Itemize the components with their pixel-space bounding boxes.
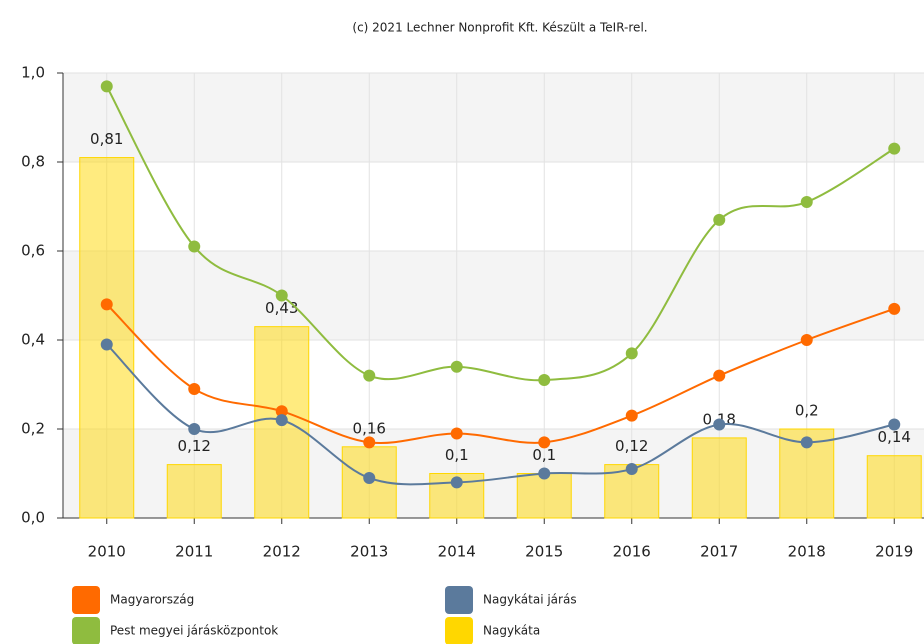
marker (800, 334, 813, 346)
marker (888, 302, 901, 315)
legend-label: Nagykáta (483, 624, 540, 638)
marker (188, 423, 201, 435)
marker (800, 436, 813, 449)
bar (691, 437, 747, 519)
marker (625, 409, 638, 422)
marker (713, 369, 726, 382)
marker (450, 360, 463, 373)
marker (450, 476, 463, 489)
data-label: 0,2 (795, 402, 819, 420)
marker (188, 382, 201, 395)
data-label: 0,1 (445, 446, 469, 464)
y-tick-label: 1,0 (21, 64, 45, 82)
x-tick-label: 2010 (88, 543, 126, 561)
line (106, 343, 895, 486)
marker (625, 347, 638, 360)
data-label: 0,81 (90, 130, 123, 148)
y-tick-label: 0,6 (21, 242, 45, 260)
x-tick-label: 2015 (525, 543, 563, 561)
data-label: 0,1 (532, 446, 556, 464)
chart-title: (c) 2021 Lechner Nonprofit Kft. Készült … (352, 21, 647, 35)
marker (275, 414, 288, 427)
bar (516, 473, 572, 519)
x-tick-label: 2018 (788, 543, 826, 561)
y-tick-label: 0,2 (21, 420, 45, 438)
bar (79, 157, 135, 519)
line (106, 303, 895, 445)
marker (538, 374, 551, 387)
marker (538, 436, 551, 449)
marker (713, 418, 726, 431)
marker (275, 289, 288, 302)
x-tick-label: 2011 (175, 543, 213, 561)
marker (363, 471, 376, 484)
legend-label: Magyarország (110, 593, 194, 607)
marker (800, 196, 813, 209)
data-label: 0,12 (178, 437, 211, 455)
marker (100, 298, 113, 311)
grid-band (63, 251, 924, 340)
marker (538, 467, 551, 480)
marker (713, 213, 726, 226)
x-tick-label: 2012 (263, 543, 301, 561)
legend-swatch (445, 617, 473, 644)
x-tick-label: 2016 (613, 543, 651, 561)
legend-swatch (72, 586, 100, 614)
line (105, 85, 895, 382)
marker (363, 436, 376, 449)
grid-band (63, 73, 924, 162)
bar (166, 464, 222, 519)
legend-label: Nagykátai járás (483, 593, 577, 607)
marker (188, 240, 201, 253)
data-label: 0,43 (265, 299, 298, 317)
marker (888, 418, 901, 431)
marker (100, 338, 113, 351)
marker (363, 369, 376, 382)
marker (450, 427, 463, 440)
x-tick-label: 2014 (438, 543, 476, 561)
x-tick-label: 2013 (350, 543, 388, 561)
bar (866, 455, 922, 519)
y-tick-label: 0,8 (21, 153, 45, 171)
legend-swatch (445, 586, 473, 614)
data-label: 0,14 (878, 428, 911, 446)
x-tick-label: 2019 (875, 543, 913, 561)
legend-label: Pest megyei járásközpontok (110, 624, 278, 638)
data-label: 0,12 (615, 437, 648, 455)
data-label: 0,16 (353, 419, 386, 437)
marker (275, 405, 288, 418)
y-tick-label: 0,0 (21, 509, 45, 527)
marker (888, 142, 901, 155)
legend-swatch (72, 617, 100, 644)
x-tick-label: 2017 (700, 543, 738, 561)
y-tick-label: 0,4 (21, 331, 45, 349)
marker (625, 463, 638, 476)
marker (100, 80, 113, 93)
